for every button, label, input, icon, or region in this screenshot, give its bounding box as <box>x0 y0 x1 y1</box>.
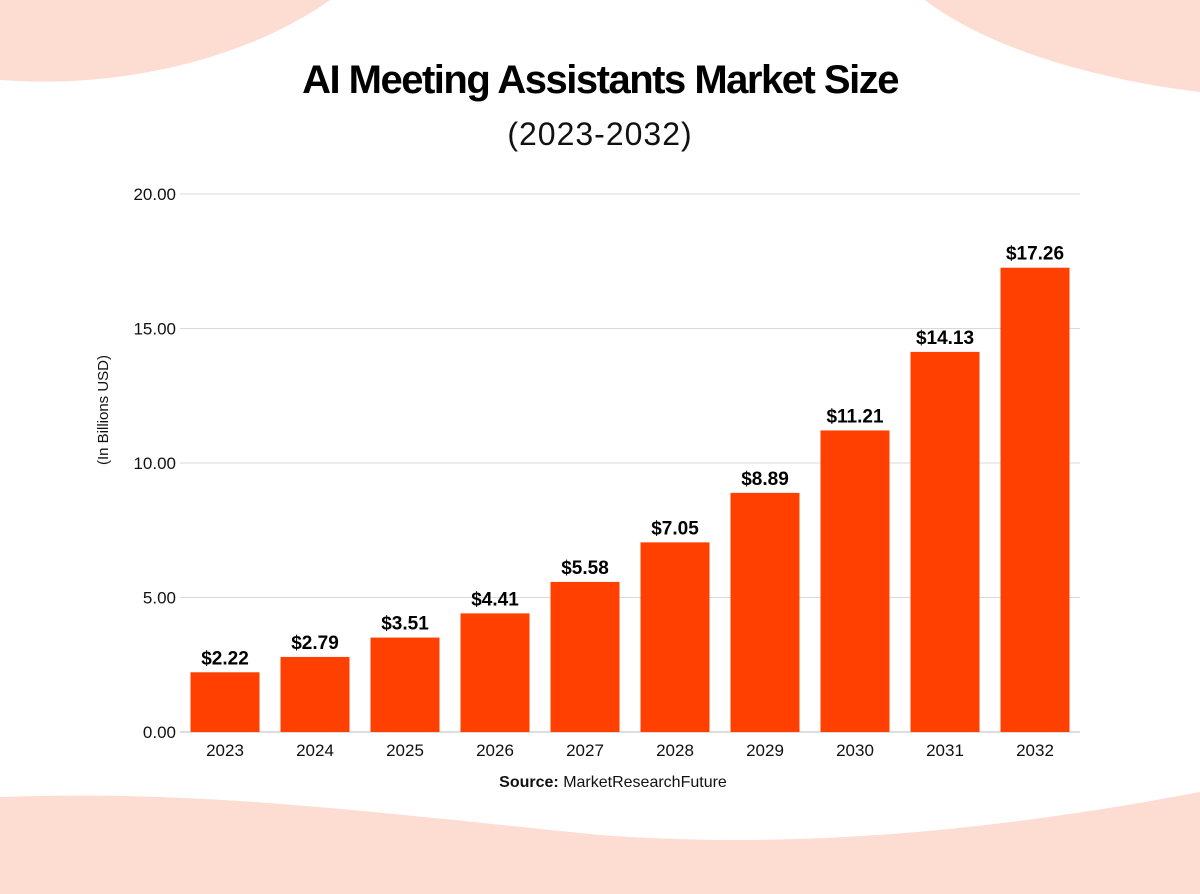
x-tick-label: 2025 <box>386 741 424 760</box>
x-tick-label: 2023 <box>206 741 244 760</box>
bar-2025 <box>370 637 440 732</box>
top-left-blob <box>0 0 330 82</box>
bar-2031 <box>910 351 980 732</box>
data-label: $2.79 <box>291 633 339 654</box>
chart-title: AI Meeting Assistants Market Size <box>302 58 899 102</box>
source-note: Source: MarketResearchFuture <box>0 774 1200 792</box>
bar-2026 <box>460 613 530 732</box>
data-label: $2.22 <box>201 648 249 669</box>
data-label: $17.26 <box>1006 244 1064 265</box>
x-tick-label: 2026 <box>476 741 514 760</box>
y-tick-label: 10.00 <box>133 454 176 473</box>
top-right-blob <box>925 0 1200 92</box>
data-label: $7.05 <box>651 518 699 539</box>
x-tick-label: 2029 <box>746 741 784 760</box>
source-label: Source: <box>499 774 559 791</box>
data-label: $11.21 <box>826 406 883 427</box>
data-label: $14.13 <box>916 328 974 349</box>
x-tick-label: 2024 <box>296 741 334 760</box>
data-label: $8.89 <box>741 469 789 490</box>
y-axis-label: (In Billions USD) <box>95 355 112 465</box>
x-tick-label: 2030 <box>836 741 874 760</box>
y-tick-label: 0.00 <box>143 723 176 742</box>
data-label: $5.58 <box>561 558 609 579</box>
bar-2030 <box>820 430 890 732</box>
data-label: $4.41 <box>471 589 519 610</box>
data-label: $3.51 <box>381 614 429 635</box>
chart-subtitle: (2023-2032) <box>507 116 693 152</box>
bar-2024 <box>280 656 350 732</box>
x-tick-label: 2031 <box>926 741 964 760</box>
bar-2023 <box>190 672 260 732</box>
source-value: MarketResearchFuture <box>563 774 727 791</box>
x-tick-label: 2032 <box>1016 741 1054 760</box>
bar-2032 <box>1000 267 1070 732</box>
bottom-wave <box>0 792 1200 894</box>
x-tick-label: 2028 <box>656 741 694 760</box>
x-tick-label: 2027 <box>566 741 604 760</box>
bar-2029 <box>730 492 800 732</box>
y-tick-label: 15.00 <box>133 320 176 339</box>
bar-2028 <box>640 542 710 732</box>
bar-2027 <box>550 581 620 732</box>
y-tick-label: 20.00 <box>133 185 176 204</box>
y-tick-label: 5.00 <box>143 589 176 608</box>
